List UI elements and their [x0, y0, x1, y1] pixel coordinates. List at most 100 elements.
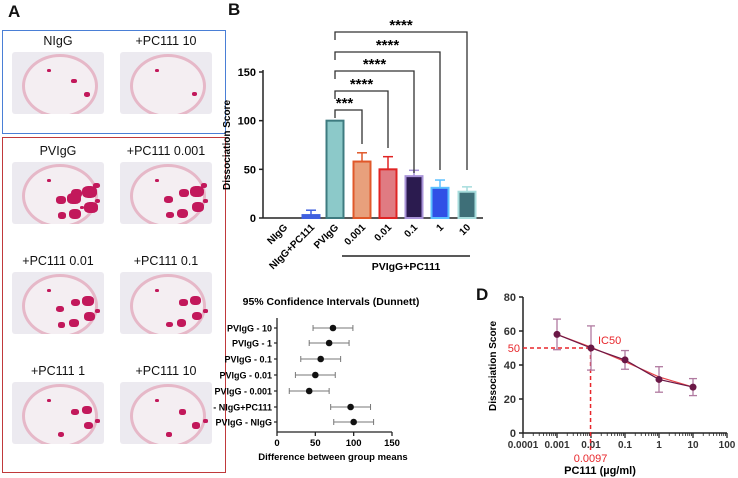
y-tick-label: 0 [510, 428, 516, 440]
data-point [621, 356, 629, 364]
dish-label: NIgG [43, 34, 73, 48]
x-tick-label: 10 [687, 440, 699, 451]
group-label: PVIgG+PC111 [372, 261, 441, 273]
treated-group-box [2, 137, 226, 473]
stain-spot [155, 179, 159, 183]
x-tick-label: NIgG [265, 222, 290, 247]
stain-spot [47, 69, 51, 73]
data-point [587, 344, 595, 352]
stain-spot [190, 186, 204, 197]
dish-image [120, 52, 212, 114]
significance-stars: *** [336, 95, 354, 112]
stain-spot [95, 419, 100, 423]
ic50-x-label: 0.0097 [574, 453, 608, 465]
stain-spot [95, 309, 100, 313]
significance-stars: **** [376, 37, 400, 54]
data-point [689, 383, 697, 391]
y-tick-label: 100 [238, 116, 256, 128]
dish-image [12, 52, 104, 114]
stain-spot [192, 312, 203, 321]
x-tick-label: 50 [310, 438, 321, 449]
stain-spot [177, 319, 187, 327]
dish-photo: +PC111 0.001 [116, 144, 216, 228]
x-tick-label: 0.01 [581, 440, 601, 451]
significance-bracket [334, 51, 441, 170]
stain-spot [155, 69, 159, 73]
x-tick-label: 0.01 [373, 222, 395, 244]
stain-spot [82, 296, 94, 306]
dish-image [12, 382, 104, 444]
stain-spot [155, 289, 159, 293]
x-tick-label: 0.001 [343, 222, 369, 248]
dish-label: +PC111 10 [135, 364, 197, 378]
dish-label: +PC111 0.01 [22, 254, 94, 268]
y-tick-label: PVIgG - 1 [232, 339, 272, 349]
x-tick-label: 0.1 [403, 222, 421, 240]
stain-spot [58, 432, 65, 437]
y-tick-label: PVIgG - NIgG [215, 418, 272, 428]
bar [325, 119, 345, 219]
dish-photo: PVIgG [8, 144, 108, 228]
stain-spot [71, 79, 77, 84]
stain-spot [71, 299, 80, 307]
stain-spot [164, 196, 173, 204]
x-tick-label: 0 [274, 438, 279, 449]
x-tick-label: 0.0001 [508, 440, 539, 451]
dish-photo: +PC111 0.1 [116, 254, 216, 338]
stain-spot [203, 199, 209, 204]
y-tick-label: 20 [504, 394, 516, 406]
stain-spot [84, 92, 91, 97]
mean-point [305, 387, 313, 395]
y-tick-label: 150 [238, 67, 256, 79]
significance-bracket [334, 70, 415, 173]
x-tick-label: 150 [384, 438, 400, 449]
dish-image [120, 162, 212, 224]
stain-spot [71, 409, 79, 415]
stain-spot [58, 322, 65, 328]
bar [404, 175, 424, 219]
stain-spot [93, 183, 100, 189]
stain-spot [69, 319, 79, 327]
mean-point [325, 339, 333, 347]
dish-photo: +PC111 10 [116, 364, 216, 448]
dish-label: +PC111 10 [135, 34, 197, 48]
x-tick-label: 1 [656, 440, 662, 451]
panel-label-b: B [228, 0, 241, 19]
significance-bracket [334, 90, 389, 148]
stain-spot [95, 199, 101, 204]
y-axis-label: Dissociation Score [222, 100, 233, 190]
dish-ring [130, 384, 208, 444]
stain-spot [84, 422, 93, 430]
significance-bracket [334, 31, 468, 170]
data-point [553, 330, 561, 338]
stain-spot [67, 193, 81, 205]
stain-spot [56, 306, 64, 313]
stain-spot [190, 296, 202, 305]
stain-spot [192, 422, 201, 429]
dish-image [120, 382, 212, 444]
mean-point [317, 355, 325, 363]
stain-spot [179, 189, 189, 197]
y-tick-label: PVIgG - 0.01 [219, 371, 272, 381]
x-tick-label: 1 [434, 222, 446, 234]
data-point [655, 375, 663, 383]
dish-photo: NIgG [8, 34, 108, 118]
stain-spot [179, 409, 186, 415]
stain-spot [203, 309, 208, 313]
stain-spot [58, 212, 67, 219]
significance-bracket [334, 109, 363, 144]
panel-label-a: A [8, 2, 21, 21]
x-tick-label: 0.001 [544, 440, 569, 451]
x-tick-label: 0.1 [618, 440, 632, 451]
mean-point [329, 324, 337, 332]
dish-photo: +PC111 1 [8, 364, 108, 448]
stain-spot [201, 183, 208, 189]
significance-stars: **** [389, 17, 413, 34]
stain-spot [166, 322, 173, 328]
stain-spot [69, 209, 82, 219]
stain-spot [84, 202, 98, 214]
mean-point [347, 403, 354, 411]
stain-spot [192, 92, 198, 97]
x-tick-label: 100 [346, 438, 362, 449]
dish-ring [130, 54, 206, 114]
